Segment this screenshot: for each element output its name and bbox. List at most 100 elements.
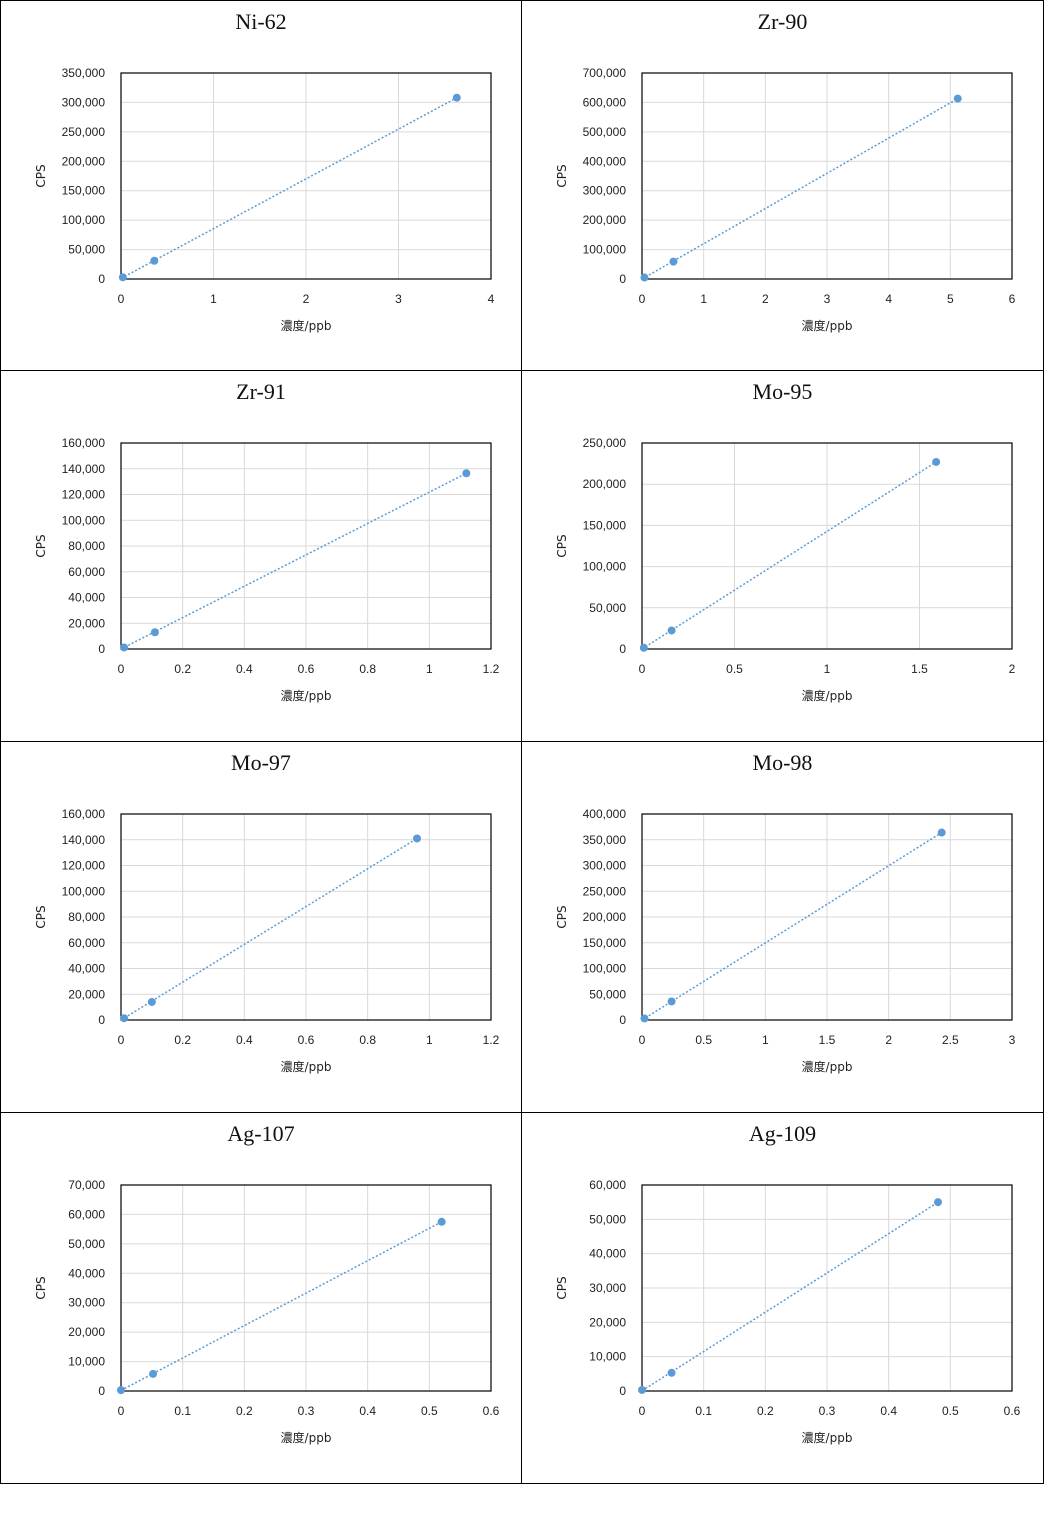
y-tick-label: 100,000 (62, 513, 106, 527)
plot-frame (641, 442, 1013, 650)
y-tick-label: 60,000 (68, 936, 105, 950)
y-tick-label: 80,000 (68, 910, 105, 924)
y-tick-label: 150,000 (583, 936, 627, 950)
x-tick-label: 1.2 (483, 662, 500, 676)
y-tick-label: 250,000 (583, 884, 627, 898)
y-tick-label: 40,000 (68, 591, 105, 605)
y-tick-label: 50,000 (68, 1237, 105, 1251)
chart-panel-ag107: Ag-107 0 10,000 20,000 30,000 40,000 50,000 60… (0, 1113, 522, 1484)
chart-panel-mo97: Mo-97 0 20,000 40,000 60,000 80,000 100,000 12… (0, 742, 522, 1113)
data-point (667, 997, 676, 1006)
y-tick-label: 0 (619, 1013, 626, 1027)
calibration-plot: 0 50,000 100,000 150,000 200,000 250,000 300,0… (555, 807, 1016, 1074)
y-tick-label: 30,000 (68, 1296, 105, 1310)
chart-panel-ag109: Ag-109 0 10,000 20,000 30,000 40,000 50,000 60… (522, 1113, 1044, 1484)
y-tick-label: 250,000 (583, 436, 627, 450)
chart-panel-mo95: Mo-95 0 50,000 100,000 150,000 200,000 250,00… (522, 371, 1044, 742)
calibration-plot: 0 100,000 200,000 300,000 400,000 500,000 600,… (555, 66, 1016, 333)
y-tick-label: 140,000 (62, 833, 106, 847)
x-tick-label: 0 (118, 1033, 125, 1047)
x-tick-label: 0.5 (695, 1033, 712, 1047)
y-tick-label: 150,000 (583, 518, 627, 532)
trendline (641, 831, 943, 1021)
x-tick-label: 2 (885, 1033, 892, 1047)
y-axis-label: CPS (555, 534, 569, 557)
trendline (641, 461, 937, 650)
y-tick-label: 40,000 (68, 962, 105, 976)
plot-frame (120, 813, 492, 1021)
y-tick-label: 10,000 (68, 1355, 105, 1369)
x-axis-label: 濃度/ppb (802, 318, 853, 333)
x-tick-label: 0.4 (236, 1033, 253, 1047)
x-tick-label: 1.5 (911, 662, 928, 676)
y-tick-label: 20,000 (68, 616, 105, 630)
x-tick-label: 1 (210, 292, 217, 306)
plot-frame (120, 72, 492, 280)
trendline (120, 97, 458, 280)
data-point (667, 1368, 676, 1377)
data-point (150, 628, 159, 637)
x-tick-label: 0.2 (174, 662, 191, 676)
data-point (150, 256, 159, 265)
x-tick-label: 0 (118, 662, 125, 676)
y-tick-label: 300,000 (583, 184, 627, 198)
data-point (639, 643, 648, 652)
x-axis-label: 濃度/ppb (281, 1059, 332, 1074)
x-tick-label: 0 (639, 662, 646, 676)
y-tick-label: 50,000 (68, 243, 105, 257)
chart-title: Ag-107 (227, 1121, 295, 1146)
y-tick-label: 40,000 (589, 1247, 626, 1261)
x-tick-label: 3 (824, 292, 831, 306)
y-tick-label: 20,000 (68, 1325, 105, 1339)
y-tick-label: 0 (619, 272, 626, 286)
data-point (462, 469, 471, 478)
y-tick-label: 80,000 (68, 539, 105, 553)
calibration-plot: 0 50,000 100,000 150,000 200,000 250,000 0 0.5 1… (555, 436, 1016, 703)
y-tick-label: 0 (98, 642, 105, 656)
x-tick-label: 0.2 (236, 1404, 253, 1418)
x-tick-label: 5 (947, 292, 954, 306)
x-tick-label: 0.8 (359, 662, 376, 676)
chart-title: Zr-90 (757, 9, 808, 34)
y-tick-label: 120,000 (62, 859, 106, 873)
x-axis-label: 濃度/ppb (281, 318, 332, 333)
data-point (437, 1217, 446, 1226)
x-tick-label: 0.4 (880, 1404, 897, 1418)
y-axis-label: CPS (34, 164, 48, 187)
x-tick-label: 1 (426, 1033, 433, 1047)
x-tick-label: 1 (824, 662, 831, 676)
x-tick-label: 4 (885, 292, 892, 306)
y-tick-label: 50,000 (589, 601, 626, 615)
x-tick-label: 0.4 (359, 1404, 376, 1418)
plot-frame (641, 72, 1013, 280)
y-tick-label: 200,000 (62, 154, 106, 168)
y-tick-label: 600,000 (583, 95, 627, 109)
chart-panel-zr90: Zr-90 0 100,000 200,000 300,000 400,000 500,0… (522, 0, 1044, 371)
y-tick-label: 100,000 (583, 560, 627, 574)
data-point (120, 1014, 129, 1023)
y-tick-label: 500,000 (583, 125, 627, 139)
chart-title: Ag-109 (748, 1121, 817, 1146)
x-tick-label: 0.5 (942, 1404, 959, 1418)
y-tick-label: 20,000 (68, 987, 105, 1001)
y-tick-label: 0 (619, 1384, 626, 1398)
y-tick-label: 120,000 (62, 488, 106, 502)
y-axis-label: CPS (555, 164, 569, 187)
y-tick-label: 40,000 (68, 1266, 105, 1280)
y-tick-label: 0 (98, 1013, 105, 1027)
data-point (640, 273, 649, 282)
x-tick-label: 0 (639, 292, 646, 306)
y-tick-label: 160,000 (62, 807, 106, 821)
y-tick-label: 100,000 (62, 213, 106, 227)
y-tick-label: 20,000 (589, 1315, 626, 1329)
calibration-plot: 0 20,000 40,000 60,000 80,000 100,000 120,000 1… (34, 436, 500, 703)
y-tick-label: 0 (619, 642, 626, 656)
y-tick-label: 50,000 (589, 1212, 626, 1226)
x-axis-label: 濃度/ppb (802, 688, 853, 703)
y-tick-label: 200,000 (583, 477, 627, 491)
y-axis-label: CPS (555, 905, 569, 928)
y-tick-label: 100,000 (583, 243, 627, 257)
x-axis-label: 濃度/ppb (281, 1430, 332, 1445)
data-point (953, 94, 962, 103)
y-tick-label: 350,000 (583, 833, 627, 847)
